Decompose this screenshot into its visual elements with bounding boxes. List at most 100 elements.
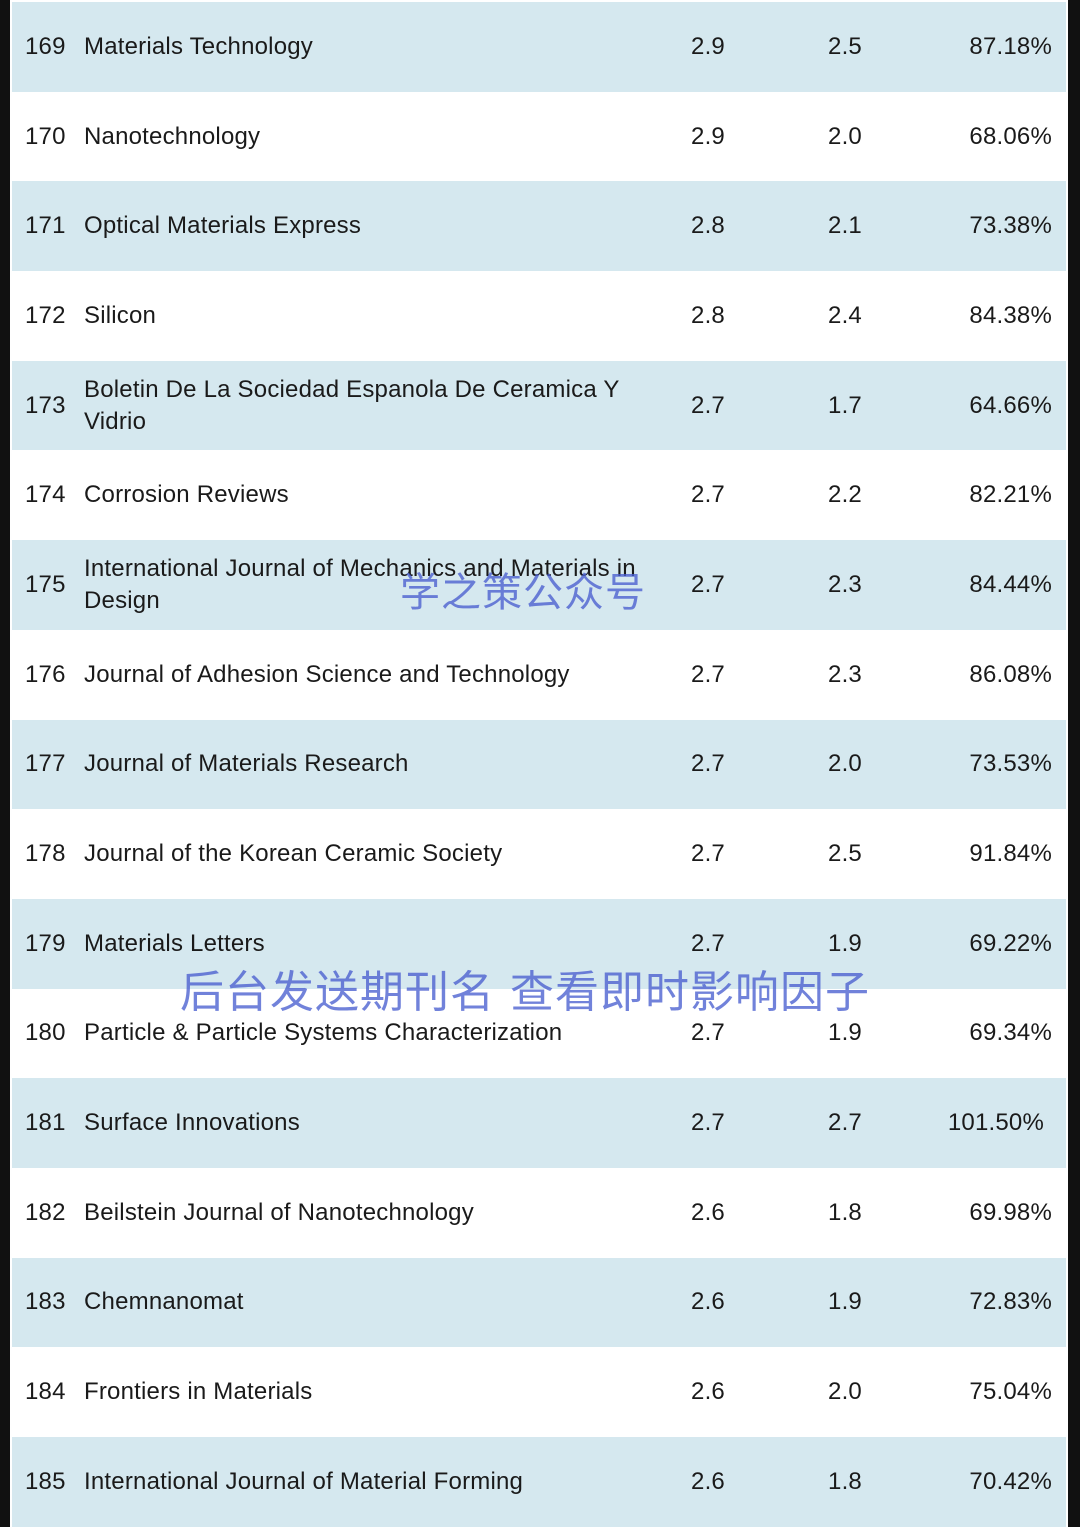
rank-cell: 175 [25,570,66,598]
second-metric-cell: 1.8 [828,1467,862,1495]
second-metric-cell: 2.0 [828,1378,862,1406]
second-metric-cell: 2.4 [828,301,862,329]
impact-factor-cell: 2.9 [691,32,725,60]
table-row: 179 Materials Letters 2.7 1.9 69.22% [12,898,1066,989]
table-row: 180 Particle & Particle Systems Characte… [12,988,1066,1079]
impact-factor-cell: 2.6 [691,1378,725,1406]
rank-cell: 183 [25,1288,66,1316]
rank-cell: 182 [25,1198,66,1226]
percentage-cell: 87.18% [969,32,1052,60]
journal-name-cell: Beilstein Journal of Nanotechnology [84,1198,474,1226]
percentage-cell: 69.34% [969,1019,1052,1047]
table-row: 178 Journal of the Korean Ceramic Societ… [12,809,1066,899]
percentage-cell: 69.98% [969,1198,1052,1226]
rank-cell: 180 [25,1019,66,1047]
percentage-cell: 84.38% [969,301,1052,329]
second-metric-cell: 1.9 [828,929,862,957]
journal-name-cell: Particle & Particle Systems Characteriza… [84,1019,563,1047]
impact-factor-cell: 2.9 [691,122,725,150]
percentage-cell: 73.38% [969,212,1052,240]
table-row: 181 Surface Innovations 2.7 2.7 101.50% [12,1078,1066,1168]
rank-cell: 177 [25,750,66,778]
percentage-cell: 91.84% [969,840,1052,868]
impact-factor-cell: 2.7 [691,1109,725,1137]
percentage-cell: 73.53% [969,750,1052,778]
percentage-cell: 86.08% [969,660,1052,688]
journal-name-cell: Materials Technology [84,32,314,60]
rank-cell: 185 [25,1467,66,1495]
table-row: 171 Optical Materials Express 2.8 2.1 73… [12,181,1066,272]
second-metric-cell: 2.0 [828,122,862,150]
table-row: 174 Corrosion Reviews 2.7 2.2 82.21% [12,450,1066,541]
table-row: 173 Boletin De La Sociedad Espanola De C… [12,360,1066,451]
journal-name-cell: Corrosion Reviews [84,481,289,509]
percentage-cell: 70.42% [969,1467,1052,1495]
second-metric-cell: 1.9 [828,1019,862,1047]
rank-cell: 176 [25,660,66,688]
percentage-cell: 84.44% [969,570,1052,598]
second-metric-cell: 1.8 [828,1198,862,1226]
second-metric-cell: 2.1 [828,212,862,240]
impact-factor-cell: 2.6 [691,1288,725,1316]
journal-name-cell: International Journal of Material Formin… [84,1467,524,1495]
second-metric-cell: 2.5 [828,840,862,868]
table-row: 182 Beilstein Journal of Nanotechnology … [12,1167,1066,1258]
journal-name-cell: Chemnanomat [84,1288,244,1316]
table-row: 175 International Journal of Mechanics a… [12,540,1066,630]
percentage-cell: 82.21% [969,481,1052,509]
journal-name-cell: Surface Innovations [84,1109,300,1137]
rank-cell: 169 [25,32,66,60]
impact-factor-cell: 2.7 [691,660,725,688]
rank-cell: 174 [25,481,66,509]
page-left-edge [0,0,10,1527]
rank-cell: 173 [25,391,66,419]
rank-cell: 181 [25,1109,66,1137]
rank-cell: 178 [25,840,66,868]
rank-cell: 172 [25,301,66,329]
second-metric-cell: 1.7 [828,391,862,419]
second-metric-cell: 2.3 [828,660,862,688]
table-row: 183 Chemnanomat 2.6 1.9 72.83% [12,1257,1066,1348]
journal-name-cell: International Journal of Mechanics and M… [84,554,636,614]
percentage-cell: 75.04% [969,1378,1052,1406]
table-row: 184 Frontiers in Materials 2.6 2.0 75.04… [12,1347,1066,1437]
impact-factor-cell: 2.7 [691,929,725,957]
second-metric-cell: 2.0 [828,750,862,778]
second-metric-cell: 2.3 [828,570,862,598]
table-row: 172 Silicon 2.8 2.4 84.38% [12,271,1066,361]
impact-factor-cell: 2.7 [691,840,725,868]
impact-factor-cell: 2.7 [691,750,725,778]
percentage-cell: 64.66% [969,391,1052,419]
journal-name-cell: Boletin De La Sociedad Espanola De Ceram… [84,375,620,435]
impact-factor-cell: 2.6 [691,1198,725,1226]
rank-cell: 171 [25,212,66,240]
table-row: 176 Journal of Adhesion Science and Tech… [12,629,1066,720]
second-metric-cell: 2.7 [828,1109,862,1137]
impact-factor-cell: 2.8 [691,301,725,329]
rank-cell: 170 [25,122,66,150]
journal-table: 169 Materials Technology 2.9 2.5 87.18% … [12,2,1066,1527]
journal-name-cell: Journal of the Korean Ceramic Society [84,840,503,868]
journal-name-cell: Silicon [84,301,157,329]
impact-factor-cell: 2.6 [691,1467,725,1495]
impact-factor-cell: 2.7 [691,1019,725,1047]
second-metric-cell: 1.9 [828,1288,862,1316]
percentage-cell: 68.06% [969,122,1052,150]
percentage-cell: 101.50% [947,1109,1044,1137]
page-right-edge [1068,0,1080,1527]
journal-name-cell: Materials Letters [84,929,265,957]
journal-name-cell: Optical Materials Express [84,212,362,240]
table-row: 185 International Journal of Material Fo… [12,1437,1066,1527]
second-metric-cell: 2.2 [828,481,862,509]
journal-name-cell: Frontiers in Materials [84,1378,313,1406]
table-row: 170 Nanotechnology 2.9 2.0 68.06% [12,91,1066,182]
impact-factor-cell: 2.7 [691,570,725,598]
impact-factor-cell: 2.7 [691,391,725,419]
journal-name-cell: Journal of Adhesion Science and Technolo… [84,660,570,688]
second-metric-cell: 2.5 [828,32,862,60]
journal-name-cell: Nanotechnology [84,122,261,150]
rank-cell: 184 [25,1378,66,1406]
impact-factor-cell: 2.8 [691,212,725,240]
impact-factor-cell: 2.7 [691,481,725,509]
